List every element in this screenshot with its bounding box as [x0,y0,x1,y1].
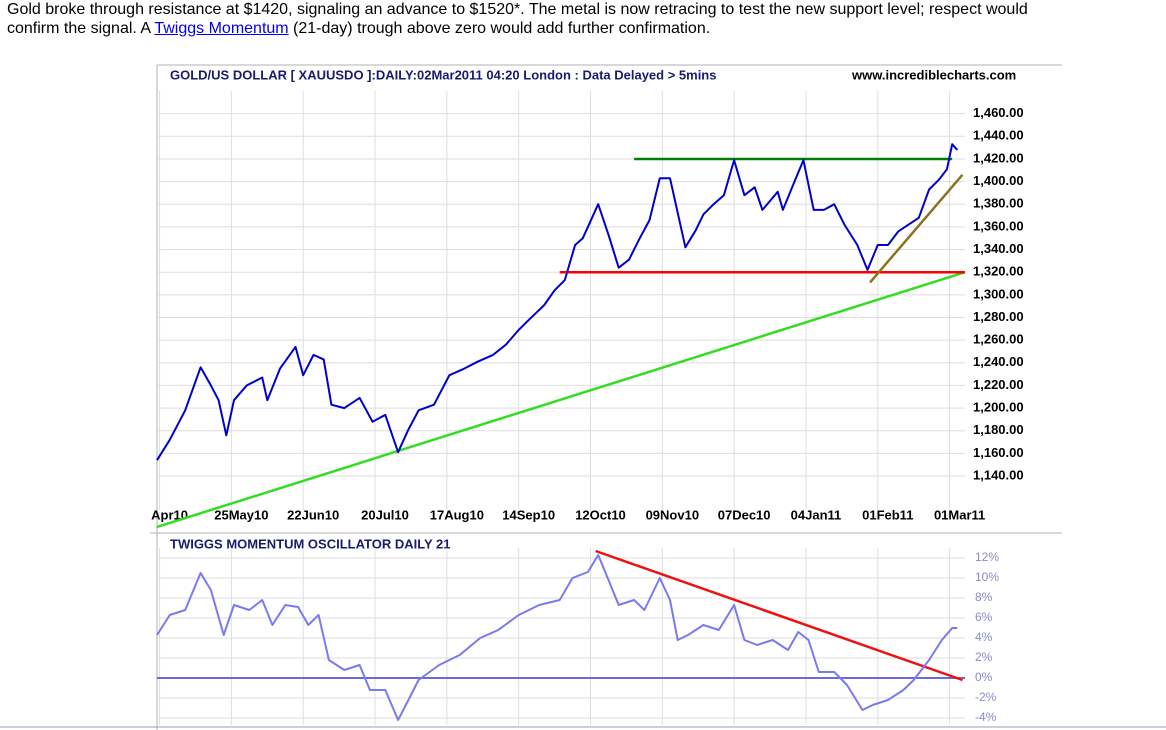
data-line [156,554,958,721]
chart-source: www.incrediblecharts.com [851,67,1016,82]
y-tick-label: -4% [975,710,997,724]
x-tick-label: Apr10 [151,507,188,522]
link[interactable]: Twiggs Momentum [154,20,289,37]
y-tick-label: 10% [975,570,999,584]
y-tick-label: 0% [975,670,993,684]
y-tick-label: 1,220.00 [973,377,1024,392]
y-tick-label: 6% [975,610,993,624]
y-tick-label: 1,380.00 [973,196,1024,211]
chart-title: TWIGGS MOMENTUM OSCILLATOR DAILY 21 [170,536,450,551]
x-tick-label: 04Jan11 [791,507,842,522]
y-tick-label: 1,240.00 [973,354,1024,369]
x-tick-label: 14Sep10 [502,507,555,522]
text: confirm the signal. A [7,20,155,37]
y-tick-label: 1,360.00 [973,218,1024,233]
x-tick-label: 09Nov10 [646,507,699,522]
data-line [156,143,959,461]
x-tick-label: 17Aug10 [430,507,484,522]
y-tick-label: 1,340.00 [973,241,1024,256]
text: (21-day) trough above zero would add fur… [288,20,711,37]
y-tick-label: 1,260.00 [973,332,1024,347]
y-tick-label: 1,180.00 [973,422,1024,437]
chart-title: GOLD/US DOLLAR [ XAUUSDO ]:DAILY:02Mar20… [170,67,716,82]
y-tick-label: 1,320.00 [973,264,1024,279]
x-tick-label: 07Dec10 [718,507,771,522]
y-tick-label: 4% [975,630,993,644]
article-line: Gold broke through resistance at $1420, … [7,1,1028,18]
y-tick-label: 1,160.00 [973,445,1024,460]
y-tick-label: 1,200.00 [973,400,1024,415]
trend-line [595,549,963,682]
y-tick-label: 1,300.00 [973,286,1024,301]
y-tick-label: 1,440.00 [973,128,1024,143]
y-tick-label: -2% [975,690,997,704]
y-tick-label: 1,460.00 [973,105,1024,120]
trend-line [156,270,966,529]
article-line: confirm the signal. A Twiggs Momentum (2… [7,19,1165,38]
article: Gold broke through resistance at $1420, … [7,0,1165,38]
y-tick-label: 1,280.00 [973,309,1024,324]
x-tick-label: 12Oct10 [575,507,626,522]
y-tick-label: 2% [975,650,993,664]
chart-background [150,63,1062,730]
trend-line [869,173,964,284]
x-tick-label: 22Jun10 [287,507,339,522]
x-tick-label: 01Feb11 [862,507,913,522]
y-tick-label: 1,140.00 [973,467,1024,482]
y-tick-label: 12% [975,550,999,564]
x-tick-label: 20Jul10 [361,507,409,522]
y-tick-label: 8% [975,590,993,604]
y-tick-label: 1,400.00 [973,173,1024,188]
x-tick-label: 01Mar11 [934,507,985,522]
y-tick-label: 1,420.00 [973,150,1024,165]
x-tick-label: 25May10 [214,507,268,522]
